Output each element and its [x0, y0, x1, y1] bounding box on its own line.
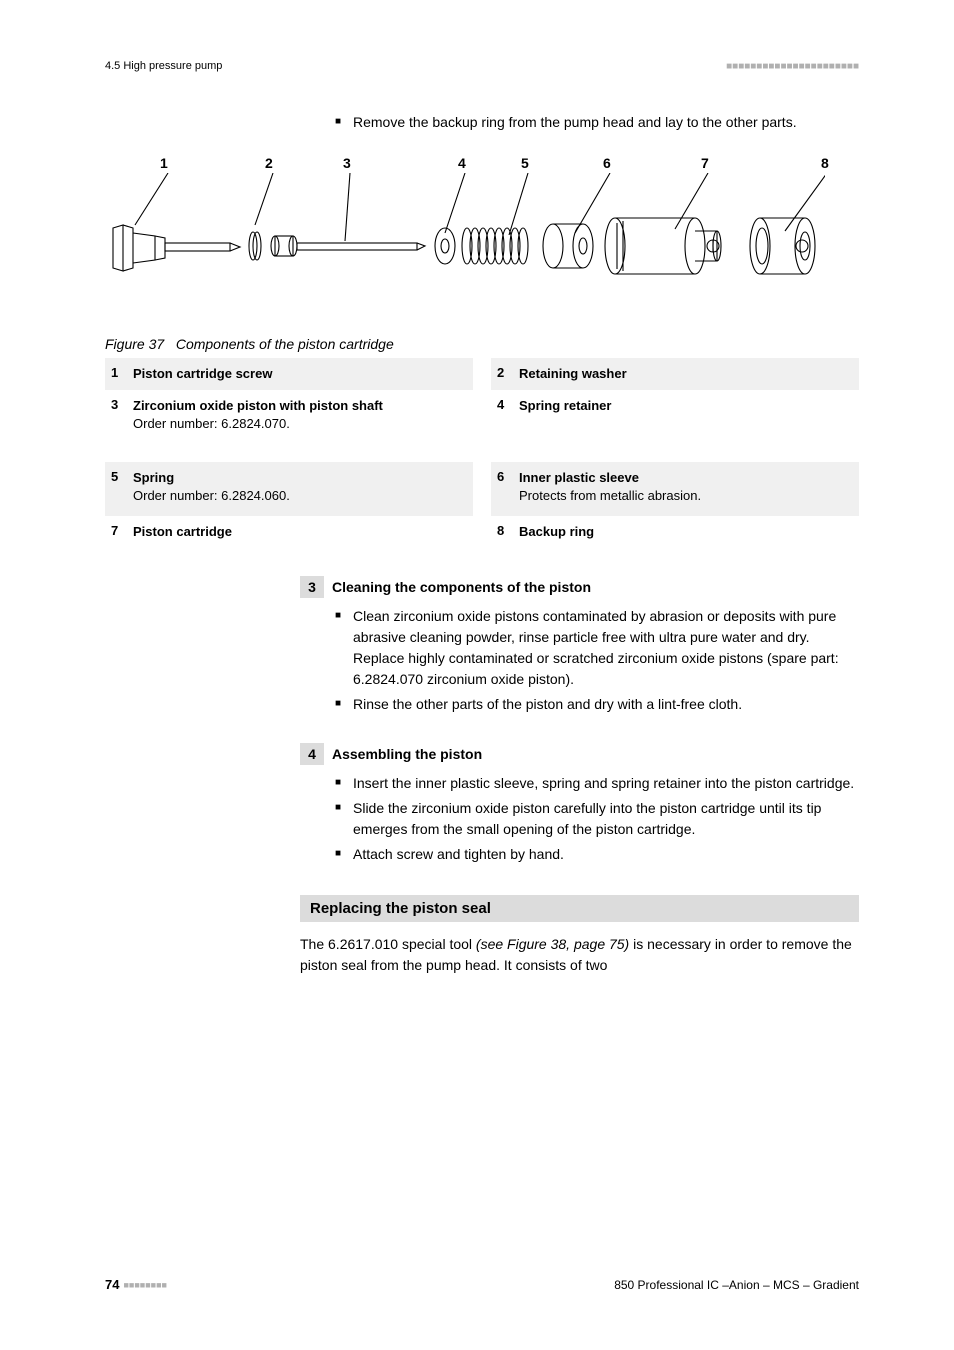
diagram-labels: 1 2 3 4 5 6 7 8 [160, 155, 859, 171]
legend-right-col: 2Retaining washer 4Spring retainer 6Inne… [491, 358, 859, 548]
step-number: 4 [300, 743, 324, 765]
figure-caption: Figure 37 Components of the piston cartr… [105, 336, 859, 352]
legend-num: 3 [105, 397, 133, 455]
footer: 74 ■■■■■■■■ 850 Professional IC –Anion –… [105, 1277, 859, 1292]
step4-bullet-3: Attach screw and tighten by hand. [353, 844, 859, 865]
step-4: 4 Assembling the piston [300, 743, 859, 765]
diag-label: 8 [821, 155, 829, 171]
header-section: 4.5 High pressure pump [105, 60, 222, 72]
legend-num: 4 [491, 397, 519, 455]
legend-left-col: 1Piston cartridge screw 3Zirconium oxide… [105, 358, 473, 548]
step-heading: Cleaning the components of the piston [332, 576, 591, 598]
bullet-icon: ■ [335, 844, 353, 865]
legend-title: Zirconium oxide piston with piston shaft [133, 397, 465, 415]
step-number: 3 [300, 576, 324, 598]
legend-num: 5 [105, 469, 133, 509]
legend-title: Backup ring [519, 523, 851, 541]
legend-title: Piston cartridge screw [133, 365, 465, 383]
running-header: 4.5 High pressure pump ■■■■■■■■■■■■■■■■■… [105, 60, 859, 72]
step-3: 3 Cleaning the components of the piston [300, 576, 859, 598]
diagram-svg-wrap [105, 173, 859, 318]
intro-bullet-block: ■ Remove the backup ring from the pump h… [335, 112, 859, 133]
legend-title: Retaining washer [519, 365, 851, 383]
diagram-area: 1 2 3 4 5 6 7 8 [105, 155, 859, 318]
figure-prefix: Figure 37 [105, 336, 164, 352]
bullet-icon: ■ [335, 112, 353, 133]
diag-label: 3 [343, 155, 458, 171]
legend-title: Spring retainer [519, 397, 851, 415]
legend-num: 7 [105, 523, 133, 541]
body-pre: The 6.2617.010 special tool [300, 936, 476, 952]
step-3-body: ■Clean zirconium oxide pistons contamina… [335, 606, 859, 715]
legend-title: Spring [133, 469, 465, 487]
bullet-icon: ■ [335, 798, 353, 840]
header-dots: ■■■■■■■■■■■■■■■■■■■■■■ [726, 61, 859, 72]
diag-label: 4 [458, 155, 521, 171]
bullet-icon: ■ [335, 773, 353, 794]
diag-label: 1 [160, 155, 265, 171]
legend-sub: Protects from metallic abrasion. [519, 487, 851, 505]
intro-bullet-text: Remove the backup ring from the pump hea… [353, 112, 859, 133]
legend-num: 1 [105, 365, 133, 383]
section-heading-bar: Replacing the piston seal [300, 895, 859, 922]
figure-title: Components of the piston cartridge [176, 336, 394, 352]
piston-cartridge-diagram [105, 173, 825, 313]
legend-sub: Order number: 6.2824.070. [133, 415, 465, 433]
diag-label: 2 [265, 155, 343, 171]
legend-num: 8 [491, 523, 519, 541]
legend-title: Piston cartridge [133, 523, 465, 541]
body-paragraph: The 6.2617.010 special tool (see Figure … [300, 934, 859, 976]
legend-table: 1Piston cartridge screw 3Zirconium oxide… [105, 358, 859, 548]
diag-label: 5 [521, 155, 603, 171]
step3-bullet-2: Rinse the other parts of the piston and … [353, 694, 859, 715]
legend-sub: Order number: 6.2824.060. [133, 487, 465, 505]
step4-bullet-2: Slide the zirconium oxide piston careful… [353, 798, 859, 840]
diag-label: 7 [701, 155, 821, 171]
bullet-icon: ■ [335, 694, 353, 715]
bullet-icon: ■ [335, 606, 353, 690]
footer-doc-title: 850 Professional IC –Anion – MCS – Gradi… [614, 1278, 859, 1292]
page-number: 74 [105, 1277, 119, 1292]
step-4-body: ■Insert the inner plastic sleeve, spring… [335, 773, 859, 865]
footer-dots: ■■■■■■■■ [123, 1280, 167, 1290]
step4-bullet-1: Insert the inner plastic sleeve, spring … [353, 773, 859, 794]
diag-label: 6 [603, 155, 701, 171]
body-italic: (see Figure 38, page 75) [476, 936, 629, 952]
legend-num: 2 [491, 365, 519, 383]
step3-bullet-1: Clean zirconium oxide pistons contaminat… [353, 606, 859, 690]
legend-num: 6 [491, 469, 519, 509]
step-heading: Assembling the piston [332, 743, 482, 765]
legend-title: Inner plastic sleeve [519, 469, 851, 487]
